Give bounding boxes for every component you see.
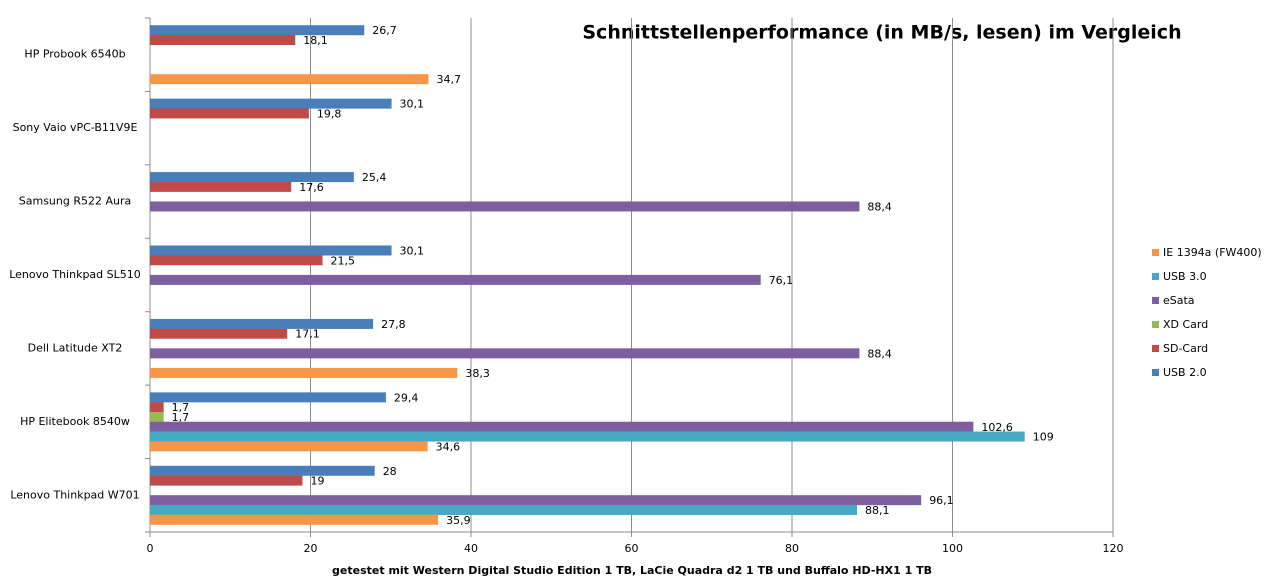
bar [150,465,375,476]
bar [150,274,761,285]
data-label: 109 [1033,431,1054,444]
data-label: 19,8 [317,107,342,120]
bar [150,495,922,506]
bar [150,431,1025,442]
data-label: 76,1 [769,274,794,287]
data-label: 26,7 [372,24,397,37]
legend-swatch [1152,249,1159,256]
bar [150,475,303,486]
bar [150,74,429,85]
legend-label: eSata [1163,294,1195,307]
bar [150,108,309,119]
bar [150,441,428,452]
data-label: 88,4 [867,347,892,360]
y-tick-label: HP Elitebook 8540w [20,415,130,428]
bar [150,348,860,359]
x-axis-label: getestet mit Western Digital Studio Edit… [332,564,932,577]
bar [150,514,439,525]
data-label: 88,1 [865,504,890,517]
legend-label: SD-Card [1163,342,1208,355]
data-label: 1,7 [172,411,190,424]
bar [150,255,323,266]
x-tick-label: 120 [1103,542,1124,555]
bar [150,421,974,432]
x-tick-label: 80 [785,542,799,555]
data-label: 19 [310,475,324,488]
data-label: 34,7 [436,73,461,86]
bar [150,367,458,378]
bar [150,411,164,422]
bar [150,318,374,329]
legend-swatch [1152,321,1159,328]
y-tick-label: HP Probook 6540b [24,48,125,61]
data-label: 102,6 [981,421,1013,434]
data-label: 21,5 [331,254,356,267]
data-label: 25,4 [362,171,387,184]
y-tick-label: Dell Latitude XT2 [28,341,123,354]
data-label: 17,1 [295,328,320,341]
legend-label: USB 3.0 [1163,270,1207,283]
data-label: 30,1 [400,98,425,111]
data-label: 1,7 [172,401,190,414]
data-label: 88,4 [867,200,892,213]
data-label: 38,3 [465,367,490,380]
x-tick-label: 60 [625,542,639,555]
legend-swatch [1152,297,1159,304]
bar [150,181,292,192]
bar [150,328,288,339]
bar [150,172,354,183]
data-label: 29,4 [394,391,419,404]
legend-label: IE 1394a (FW400) [1163,246,1262,259]
legend-label: USB 2.0 [1163,366,1207,379]
x-tick-label: 40 [464,542,478,555]
data-label: 17,6 [299,181,324,194]
bar [150,392,386,403]
legend-label: XD Card [1163,318,1208,331]
bar [150,245,392,256]
data-label: 35,9 [446,514,471,527]
data-label: 96,1 [929,494,954,507]
legend-swatch [1152,369,1159,376]
bar [150,201,860,212]
legend-swatch [1152,345,1159,352]
data-label: 28 [383,465,397,478]
x-tick-label: 100 [942,542,963,555]
data-label: 30,1 [400,245,425,258]
chart-title: Schnittstellenperformance (in MB/s, lese… [582,22,1181,44]
x-tick-label: 20 [304,542,318,555]
bar [150,402,164,413]
data-label: 34,6 [436,440,461,453]
x-tick-label: 0 [147,542,154,555]
y-tick-label: Lenovo Thinkpad SL510 [9,268,141,281]
data-label: 18,1 [303,34,328,47]
y-tick-label: Sony Vaio vPC-B11V9E [13,121,138,134]
y-tick-label: Samsung R522 Aura [19,195,132,208]
bar [150,98,392,109]
data-label: 27,8 [381,318,406,331]
bar [150,35,296,46]
bar [150,25,365,36]
y-tick-label: Lenovo Thinkpad W701 [10,488,139,501]
bar [150,504,858,515]
legend-swatch [1152,273,1159,280]
